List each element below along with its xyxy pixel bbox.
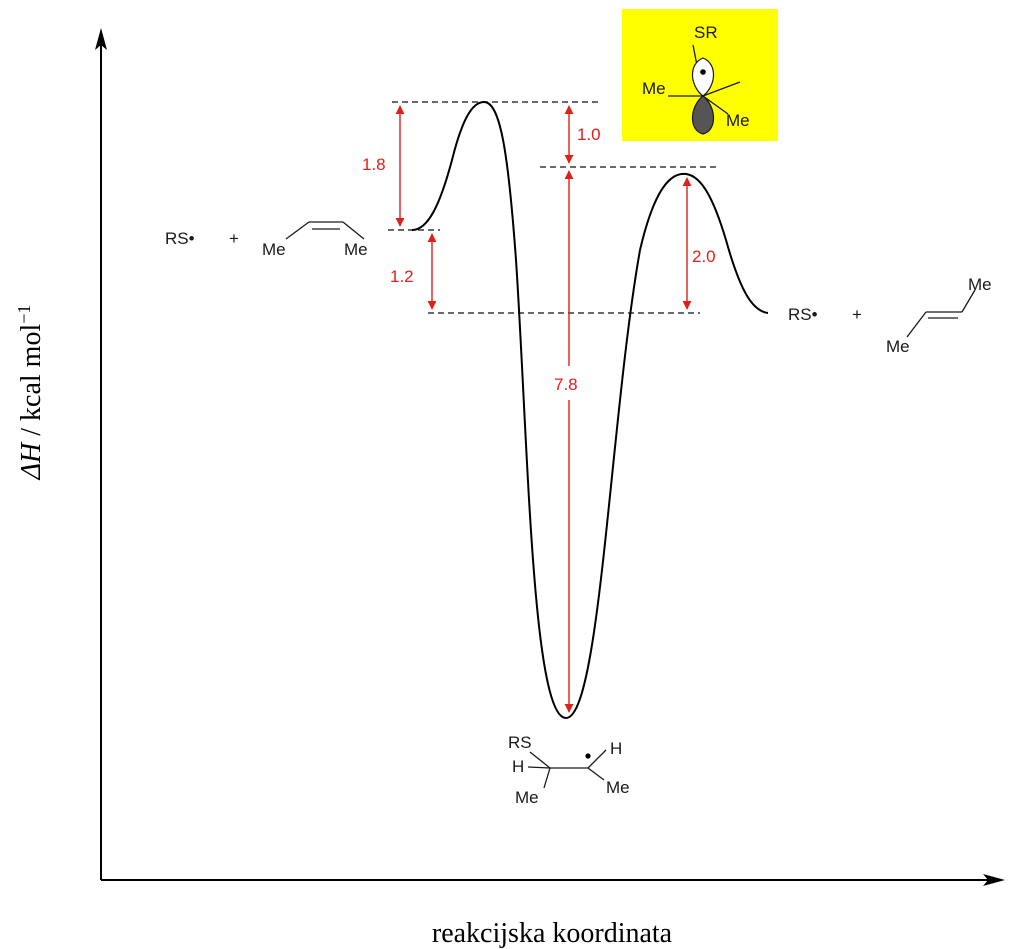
product-radical-label: RS• — [788, 305, 818, 324]
int-me-right-label: Me — [606, 778, 630, 797]
trans-me-top-label: Me — [968, 275, 992, 294]
gap-label-1-8: 1.8 — [362, 155, 386, 174]
cis-me-left-label: Me — [262, 240, 286, 259]
reactant-radical-label: RS• — [165, 229, 195, 248]
inset-me-left-label: Me — [642, 79, 666, 98]
inset-me-right-label: Me — [726, 111, 750, 130]
x-axis-title: reakcijska koordinata — [432, 918, 673, 949]
gap-label-7-8: 7.8 — [554, 375, 578, 394]
y-axis-title: ΔH / kcal mol−1 — [14, 305, 47, 481]
p-orbital-lower-lobe — [691, 95, 715, 135]
intermediate-radical: RS H Me H Me — [508, 733, 630, 807]
radical-dot — [585, 753, 591, 759]
gap-label-2-0: 2.0 — [692, 247, 716, 266]
p-orbital-upper-lobe — [691, 57, 715, 97]
int-h-left-label: H — [512, 757, 524, 776]
products: RS• + Me Me — [788, 275, 992, 356]
inset-radical-dot — [700, 69, 706, 75]
reactant-plus-sign: + — [229, 229, 239, 248]
orbital-inset: SR Me Me — [622, 9, 778, 141]
product-plus-sign: + — [852, 305, 862, 324]
int-rs-label: RS — [508, 733, 532, 752]
trans-butene-structure — [906, 289, 976, 338]
x-axis — [101, 874, 1005, 886]
inset-sr-label: SR — [694, 23, 718, 42]
trans-me-bottom-label: Me — [886, 337, 910, 356]
cis-me-right-label: Me — [344, 240, 368, 259]
gap-label-1-2: 1.2 — [390, 267, 414, 286]
cis-butene-structure — [285, 221, 365, 240]
gap-label-1-0: 1.0 — [577, 125, 601, 144]
y-axis-arrowhead — [95, 28, 107, 50]
reactants: RS• + Me Me — [165, 221, 368, 259]
int-h-right-label: H — [610, 739, 622, 758]
int-me-left-label: Me — [515, 788, 539, 807]
x-axis-arrowhead — [983, 874, 1005, 886]
y-axis — [95, 28, 107, 880]
energy-profile-curve — [411, 100, 769, 720]
